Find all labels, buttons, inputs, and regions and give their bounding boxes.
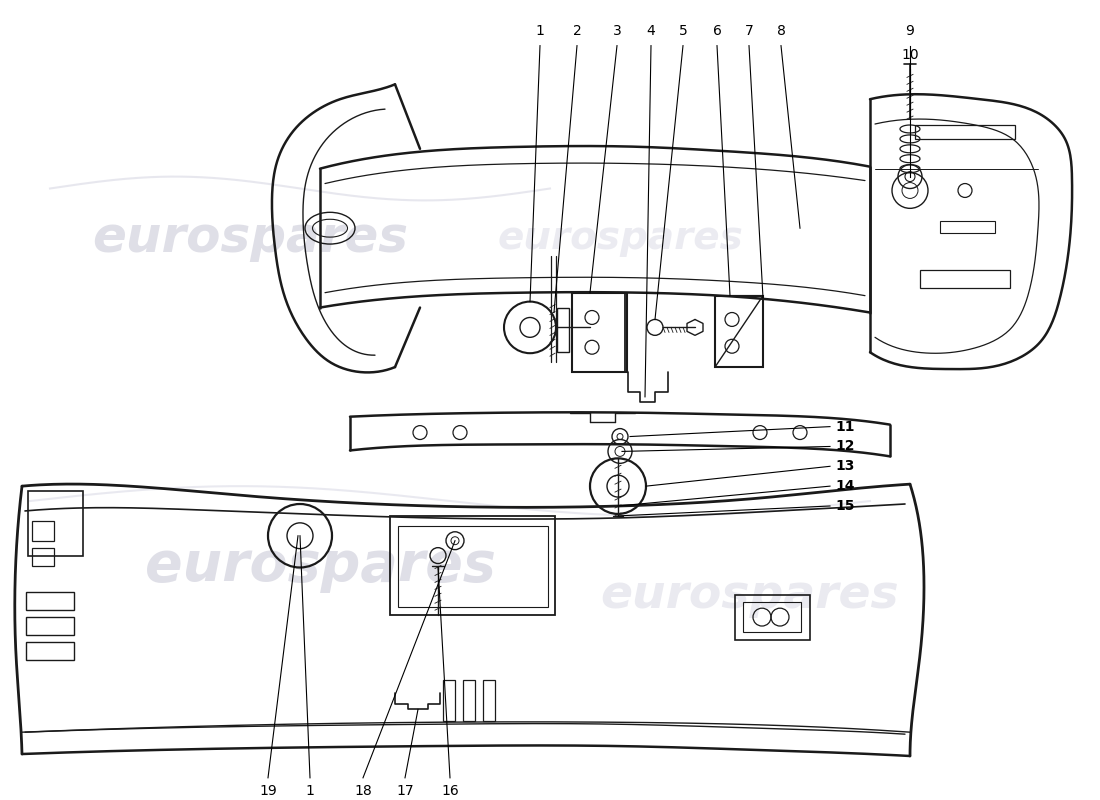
Text: 4: 4 (647, 24, 656, 38)
Bar (26, 617, 74, 635)
Text: eurospares: eurospares (144, 538, 495, 593)
Bar (463, 680, 475, 722)
Text: 10: 10 (901, 47, 918, 62)
Text: 13: 13 (835, 459, 855, 474)
Bar (398, 526, 548, 607)
Text: eurospares: eurospares (601, 573, 900, 618)
Bar (920, 270, 1010, 288)
Text: 1: 1 (306, 784, 315, 798)
Bar (735, 595, 810, 640)
Bar (483, 680, 495, 722)
Text: 2: 2 (573, 24, 582, 38)
Text: 9: 9 (905, 24, 914, 38)
Bar (557, 307, 569, 352)
Bar (715, 296, 763, 367)
Text: 14: 14 (835, 479, 855, 493)
Text: eurospares: eurospares (497, 219, 742, 257)
Bar (32, 521, 54, 541)
Text: eurospares: eurospares (92, 214, 408, 262)
Text: 7: 7 (745, 24, 754, 38)
Bar (26, 592, 74, 610)
Bar (572, 293, 627, 372)
Bar (915, 125, 1015, 139)
Text: 15: 15 (835, 499, 855, 513)
Text: 1: 1 (536, 24, 544, 38)
Text: 8: 8 (777, 24, 785, 38)
Text: 19: 19 (260, 784, 277, 798)
Bar (390, 516, 556, 615)
Bar (940, 222, 996, 233)
Text: 12: 12 (835, 439, 855, 454)
Text: 6: 6 (713, 24, 722, 38)
Bar (443, 680, 455, 722)
Text: 5: 5 (679, 24, 688, 38)
Text: 18: 18 (354, 784, 372, 798)
Text: 11: 11 (835, 420, 855, 434)
Bar (28, 491, 82, 555)
Text: 17: 17 (396, 784, 414, 798)
Bar (742, 602, 801, 632)
Bar (32, 548, 54, 566)
Text: 3: 3 (613, 24, 621, 38)
Bar (26, 642, 74, 660)
Text: 16: 16 (441, 784, 459, 798)
